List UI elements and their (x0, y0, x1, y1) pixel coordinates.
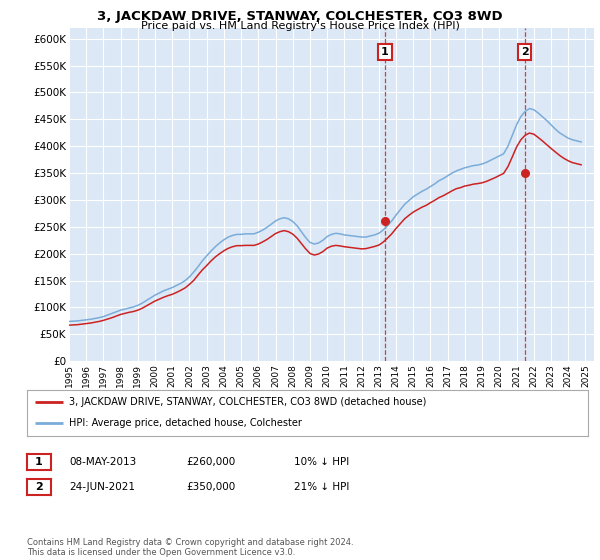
Text: 10% ↓ HPI: 10% ↓ HPI (294, 457, 349, 467)
Text: Contains HM Land Registry data © Crown copyright and database right 2024.
This d: Contains HM Land Registry data © Crown c… (27, 538, 353, 557)
Text: 1: 1 (381, 47, 389, 57)
Text: 1: 1 (35, 457, 43, 467)
Text: 24-JUN-2021: 24-JUN-2021 (69, 482, 135, 492)
Text: Price paid vs. HM Land Registry's House Price Index (HPI): Price paid vs. HM Land Registry's House … (140, 21, 460, 31)
Text: 3, JACKDAW DRIVE, STANWAY, COLCHESTER, CO3 8WD (detached house): 3, JACKDAW DRIVE, STANWAY, COLCHESTER, C… (69, 397, 427, 407)
Text: 2: 2 (521, 47, 529, 57)
Text: £260,000: £260,000 (186, 457, 235, 467)
Text: 08-MAY-2013: 08-MAY-2013 (69, 457, 136, 467)
Text: £350,000: £350,000 (186, 482, 235, 492)
Text: 3, JACKDAW DRIVE, STANWAY, COLCHESTER, CO3 8WD: 3, JACKDAW DRIVE, STANWAY, COLCHESTER, C… (97, 10, 503, 23)
Text: HPI: Average price, detached house, Colchester: HPI: Average price, detached house, Colc… (69, 418, 302, 428)
Text: 2: 2 (35, 482, 43, 492)
Text: 21% ↓ HPI: 21% ↓ HPI (294, 482, 349, 492)
